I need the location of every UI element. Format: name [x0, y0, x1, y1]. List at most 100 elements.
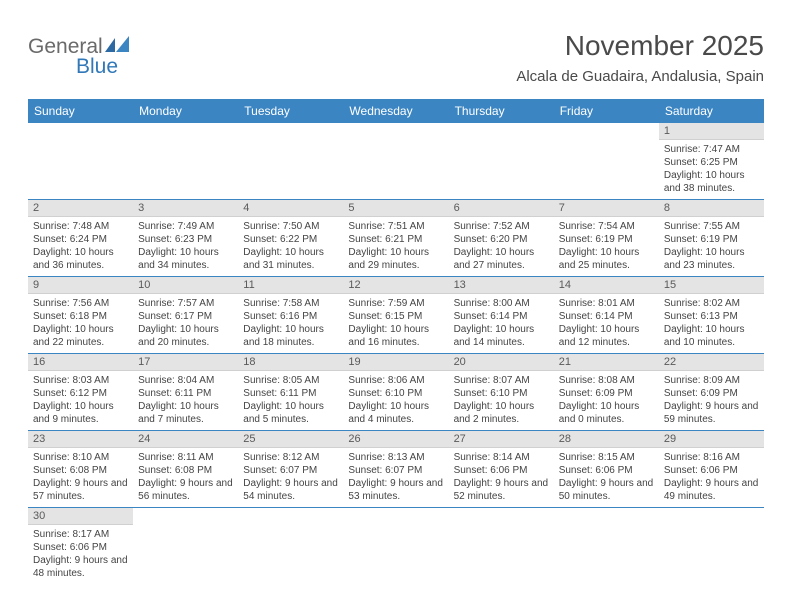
calendar-table: Sunday Monday Tuesday Wednesday Thursday… [28, 99, 764, 584]
day-number: 7 [554, 200, 659, 217]
day-number: 5 [343, 200, 448, 217]
day-number: 22 [659, 354, 764, 371]
weekday-header: Thursday [449, 99, 554, 123]
day-number: 27 [449, 431, 554, 448]
calendar-cell: 20Sunrise: 8:07 AMSunset: 6:10 PMDayligh… [449, 354, 554, 431]
weekday-header: Friday [554, 99, 659, 123]
logo-text-blue: Blue [76, 55, 118, 78]
weekday-header: Sunday [28, 99, 133, 123]
day-number: 16 [28, 354, 133, 371]
calendar-cell: 11Sunrise: 7:58 AMSunset: 6:16 PMDayligh… [238, 277, 343, 354]
calendar-row: 16Sunrise: 8:03 AMSunset: 6:12 PMDayligh… [28, 354, 764, 431]
calendar-cell: 1Sunrise: 7:47 AMSunset: 6:25 PMDaylight… [659, 123, 764, 200]
logo-text-general: General [28, 36, 103, 57]
day-number: 26 [343, 431, 448, 448]
day-number: 8 [659, 200, 764, 217]
day-number: 25 [238, 431, 343, 448]
calendar-row: 9Sunrise: 7:56 AMSunset: 6:18 PMDaylight… [28, 277, 764, 354]
day-data: Sunrise: 8:05 AMSunset: 6:11 PMDaylight:… [238, 371, 343, 430]
calendar-cell: 21Sunrise: 8:08 AMSunset: 6:09 PMDayligh… [554, 354, 659, 431]
day-data: Sunrise: 8:10 AMSunset: 6:08 PMDaylight:… [28, 448, 133, 507]
calendar-cell: 7Sunrise: 7:54 AMSunset: 6:19 PMDaylight… [554, 200, 659, 277]
weekday-header: Saturday [659, 99, 764, 123]
day-number: 24 [133, 431, 238, 448]
weekday-row: Sunday Monday Tuesday Wednesday Thursday… [28, 99, 764, 123]
day-number: 11 [238, 277, 343, 294]
calendar-cell [659, 508, 764, 585]
calendar-cell: 5Sunrise: 7:51 AMSunset: 6:21 PMDaylight… [343, 200, 448, 277]
calendar-cell: 28Sunrise: 8:15 AMSunset: 6:06 PMDayligh… [554, 431, 659, 508]
day-data: Sunrise: 7:58 AMSunset: 6:16 PMDaylight:… [238, 294, 343, 353]
day-number: 14 [554, 277, 659, 294]
day-data: Sunrise: 8:08 AMSunset: 6:09 PMDaylight:… [554, 371, 659, 430]
calendar-cell [343, 508, 448, 585]
day-data: Sunrise: 8:14 AMSunset: 6:06 PMDaylight:… [449, 448, 554, 507]
day-number: 2 [28, 200, 133, 217]
day-number: 17 [133, 354, 238, 371]
title-block: November 2025 Alcala de Guadaira, Andalu… [516, 30, 764, 85]
day-number: 1 [659, 123, 764, 140]
calendar-cell: 13Sunrise: 8:00 AMSunset: 6:14 PMDayligh… [449, 277, 554, 354]
calendar-cell: 26Sunrise: 8:13 AMSunset: 6:07 PMDayligh… [343, 431, 448, 508]
day-data: Sunrise: 8:12 AMSunset: 6:07 PMDaylight:… [238, 448, 343, 507]
day-number: 28 [554, 431, 659, 448]
calendar-cell: 22Sunrise: 8:09 AMSunset: 6:09 PMDayligh… [659, 354, 764, 431]
day-data: Sunrise: 8:07 AMSunset: 6:10 PMDaylight:… [449, 371, 554, 430]
day-data: Sunrise: 8:09 AMSunset: 6:09 PMDaylight:… [659, 371, 764, 430]
day-data: Sunrise: 7:47 AMSunset: 6:25 PMDaylight:… [659, 140, 764, 199]
weekday-header: Wednesday [343, 99, 448, 123]
calendar-cell [343, 123, 448, 200]
page-subtitle: Alcala de Guadaira, Andalusia, Spain [516, 68, 764, 85]
calendar-cell: 9Sunrise: 7:56 AMSunset: 6:18 PMDaylight… [28, 277, 133, 354]
calendar-cell: 30Sunrise: 8:17 AMSunset: 6:06 PMDayligh… [28, 508, 133, 585]
calendar-cell: 27Sunrise: 8:14 AMSunset: 6:06 PMDayligh… [449, 431, 554, 508]
day-data: Sunrise: 7:59 AMSunset: 6:15 PMDaylight:… [343, 294, 448, 353]
day-number: 6 [449, 200, 554, 217]
calendar-cell: 23Sunrise: 8:10 AMSunset: 6:08 PMDayligh… [28, 431, 133, 508]
calendar-cell: 12Sunrise: 7:59 AMSunset: 6:15 PMDayligh… [343, 277, 448, 354]
day-data: Sunrise: 8:06 AMSunset: 6:10 PMDaylight:… [343, 371, 448, 430]
day-number: 20 [449, 354, 554, 371]
calendar-cell: 29Sunrise: 8:16 AMSunset: 6:06 PMDayligh… [659, 431, 764, 508]
day-data: Sunrise: 8:02 AMSunset: 6:13 PMDaylight:… [659, 294, 764, 353]
day-data: Sunrise: 7:52 AMSunset: 6:20 PMDaylight:… [449, 217, 554, 276]
calendar-row: 1Sunrise: 7:47 AMSunset: 6:25 PMDaylight… [28, 123, 764, 200]
calendar-row: 23Sunrise: 8:10 AMSunset: 6:08 PMDayligh… [28, 431, 764, 508]
calendar-row: 30Sunrise: 8:17 AMSunset: 6:06 PMDayligh… [28, 508, 764, 585]
calendar-cell: 14Sunrise: 8:01 AMSunset: 6:14 PMDayligh… [554, 277, 659, 354]
weekday-header: Monday [133, 99, 238, 123]
day-number: 23 [28, 431, 133, 448]
calendar-cell: 6Sunrise: 7:52 AMSunset: 6:20 PMDaylight… [449, 200, 554, 277]
day-number: 12 [343, 277, 448, 294]
day-data: Sunrise: 8:11 AMSunset: 6:08 PMDaylight:… [133, 448, 238, 507]
calendar-cell: 24Sunrise: 8:11 AMSunset: 6:08 PMDayligh… [133, 431, 238, 508]
calendar-row: 2Sunrise: 7:48 AMSunset: 6:24 PMDaylight… [28, 200, 764, 277]
day-data: Sunrise: 8:04 AMSunset: 6:11 PMDaylight:… [133, 371, 238, 430]
day-number: 9 [28, 277, 133, 294]
day-number: 21 [554, 354, 659, 371]
day-data: Sunrise: 8:13 AMSunset: 6:07 PMDaylight:… [343, 448, 448, 507]
weekday-header: Tuesday [238, 99, 343, 123]
day-number: 15 [659, 277, 764, 294]
calendar-cell [554, 508, 659, 585]
calendar-cell: 16Sunrise: 8:03 AMSunset: 6:12 PMDayligh… [28, 354, 133, 431]
day-data: Sunrise: 8:03 AMSunset: 6:12 PMDaylight:… [28, 371, 133, 430]
logo: General [28, 30, 131, 57]
calendar-cell: 10Sunrise: 7:57 AMSunset: 6:17 PMDayligh… [133, 277, 238, 354]
calendar-cell [449, 508, 554, 585]
day-number: 13 [449, 277, 554, 294]
day-data: Sunrise: 7:57 AMSunset: 6:17 PMDaylight:… [133, 294, 238, 353]
day-number: 10 [133, 277, 238, 294]
day-number: 30 [28, 508, 133, 525]
calendar-cell: 25Sunrise: 8:12 AMSunset: 6:07 PMDayligh… [238, 431, 343, 508]
page: General November 2025 Alcala de Guadaira… [0, 0, 792, 604]
calendar-cell: 19Sunrise: 8:06 AMSunset: 6:10 PMDayligh… [343, 354, 448, 431]
day-data: Sunrise: 7:48 AMSunset: 6:24 PMDaylight:… [28, 217, 133, 276]
calendar-cell: 15Sunrise: 8:02 AMSunset: 6:13 PMDayligh… [659, 277, 764, 354]
day-data: Sunrise: 8:16 AMSunset: 6:06 PMDaylight:… [659, 448, 764, 507]
day-data: Sunrise: 8:17 AMSunset: 6:06 PMDaylight:… [28, 525, 133, 584]
day-data: Sunrise: 8:01 AMSunset: 6:14 PMDaylight:… [554, 294, 659, 353]
calendar-cell [238, 123, 343, 200]
day-number: 3 [133, 200, 238, 217]
header: General November 2025 Alcala de Guadaira… [28, 30, 764, 85]
